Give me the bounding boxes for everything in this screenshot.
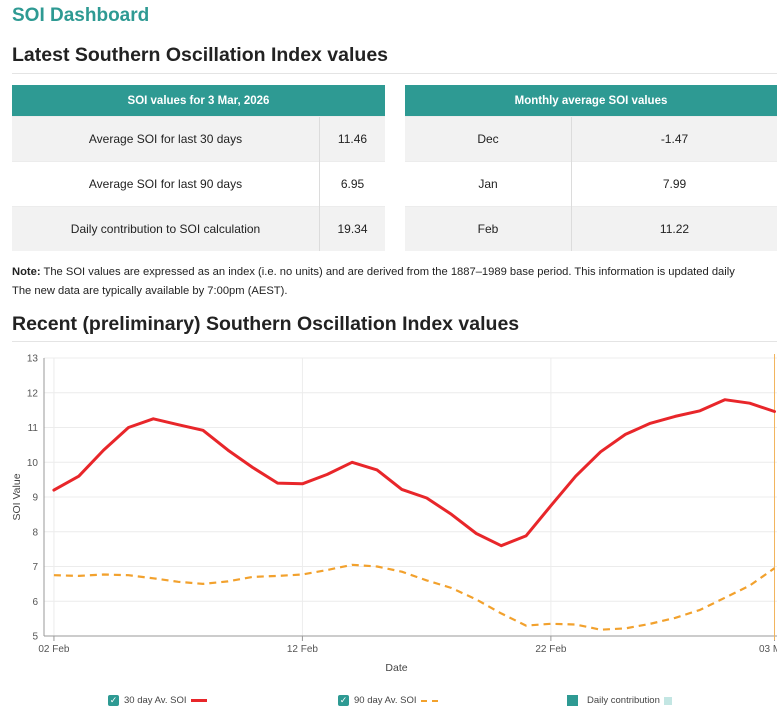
y-axis-label: SOI Value bbox=[11, 473, 23, 520]
row-value: 6.95 bbox=[319, 161, 385, 207]
table-row: Feb 11.22 bbox=[405, 206, 777, 251]
legend-label: 30 day Av. SOI bbox=[124, 695, 187, 706]
table-row: Jan 7.99 bbox=[405, 161, 777, 207]
row-value: -1.47 bbox=[571, 116, 777, 162]
daily-soi-table-header: SOI values for 3 Mar, 2026 bbox=[12, 85, 385, 117]
y-tick-label: 9 bbox=[32, 493, 38, 504]
soi-line-chart: 5 6 7 8 9 10 11 12 13 02 Feb 12 Feb 22 Feb 03 Mar Dat… bbox=[11, 354, 777, 674]
legend-item-daily-contribution[interactable]: Daily contribution bbox=[567, 695, 672, 706]
x-tick-label: 02 Feb bbox=[38, 644, 70, 655]
recent-values-heading: Recent (preliminary) Southern Oscillatio… bbox=[12, 313, 520, 335]
legend-label: 90 day Av. SOI bbox=[354, 695, 417, 706]
row-value: 7.99 bbox=[571, 161, 777, 207]
y-tick-label: 7 bbox=[32, 562, 38, 573]
note-text: The SOI values are expressed as an index… bbox=[43, 266, 735, 278]
legend-label: Daily contribution bbox=[587, 695, 660, 706]
checkbox-icon[interactable]: ✓ bbox=[108, 695, 119, 706]
y-tick-label: 13 bbox=[27, 354, 39, 365]
daily-soi-table: SOI values for 3 Mar, 2026 Average SOI f… bbox=[12, 85, 385, 251]
series-line-90-day bbox=[53, 563, 776, 631]
monthly-soi-table: Monthly average SOI values Dec -1.47 Jan… bbox=[405, 85, 777, 251]
y-tick-label: 6 bbox=[32, 597, 38, 608]
y-tick-label: 12 bbox=[27, 388, 39, 399]
table-row: Average SOI for last 30 days 11.46 bbox=[12, 116, 385, 162]
dashed-line-swatch-icon bbox=[420, 699, 438, 702]
checkbox-icon[interactable] bbox=[567, 695, 578, 706]
divider bbox=[12, 73, 777, 74]
row-value: 11.22 bbox=[571, 206, 777, 251]
row-label: Average SOI for last 90 days bbox=[12, 161, 320, 207]
y-tick-label: 8 bbox=[32, 527, 38, 538]
row-label: Daily contribution to SOI calculation bbox=[12, 206, 320, 251]
row-month: Jan bbox=[405, 161, 572, 207]
y-tick-label: 10 bbox=[27, 458, 39, 469]
latest-values-heading: Latest Southern Oscillation Index values bbox=[12, 44, 389, 66]
table-row: Dec -1.47 bbox=[405, 116, 777, 162]
series-line-30-day bbox=[52, 398, 776, 548]
solid-line-swatch-icon bbox=[190, 699, 207, 702]
x-tick-label: 22 Feb bbox=[535, 644, 567, 655]
note-text-line2: The new data are typically available by … bbox=[12, 284, 288, 297]
y-tick-label: 11 bbox=[28, 423, 39, 434]
table-row: Average SOI for last 90 days 6.95 bbox=[12, 161, 385, 207]
row-value: 11.46 bbox=[319, 116, 385, 162]
x-axis-label: Date bbox=[385, 662, 407, 674]
legend-item-30-day[interactable]: ✓ 30 day Av. SOI bbox=[108, 695, 207, 706]
legend-item-90-day[interactable]: ✓ 90 day Av. SOI bbox=[338, 695, 438, 706]
row-month: Feb bbox=[405, 206, 572, 251]
monthly-soi-table-header: Monthly average SOI values bbox=[405, 85, 777, 117]
note: Note: The SOI values are expressed as an… bbox=[12, 263, 777, 300]
bar-swatch-icon bbox=[663, 696, 672, 705]
row-month: Dec bbox=[405, 116, 572, 162]
divider bbox=[12, 341, 777, 342]
x-tick-label: 03 Mar bbox=[759, 644, 777, 655]
app-title: SOI Dashboard bbox=[12, 5, 150, 26]
y-tick-label: 5 bbox=[32, 632, 38, 643]
checkbox-icon[interactable]: ✓ bbox=[338, 695, 349, 706]
x-tick-label: 12 Feb bbox=[287, 644, 319, 655]
note-label: Note: bbox=[12, 266, 41, 278]
row-value: 19.34 bbox=[319, 206, 385, 251]
row-label: Average SOI for last 30 days bbox=[12, 116, 320, 162]
table-row: Daily contribution to SOI calculation 19… bbox=[12, 206, 385, 251]
